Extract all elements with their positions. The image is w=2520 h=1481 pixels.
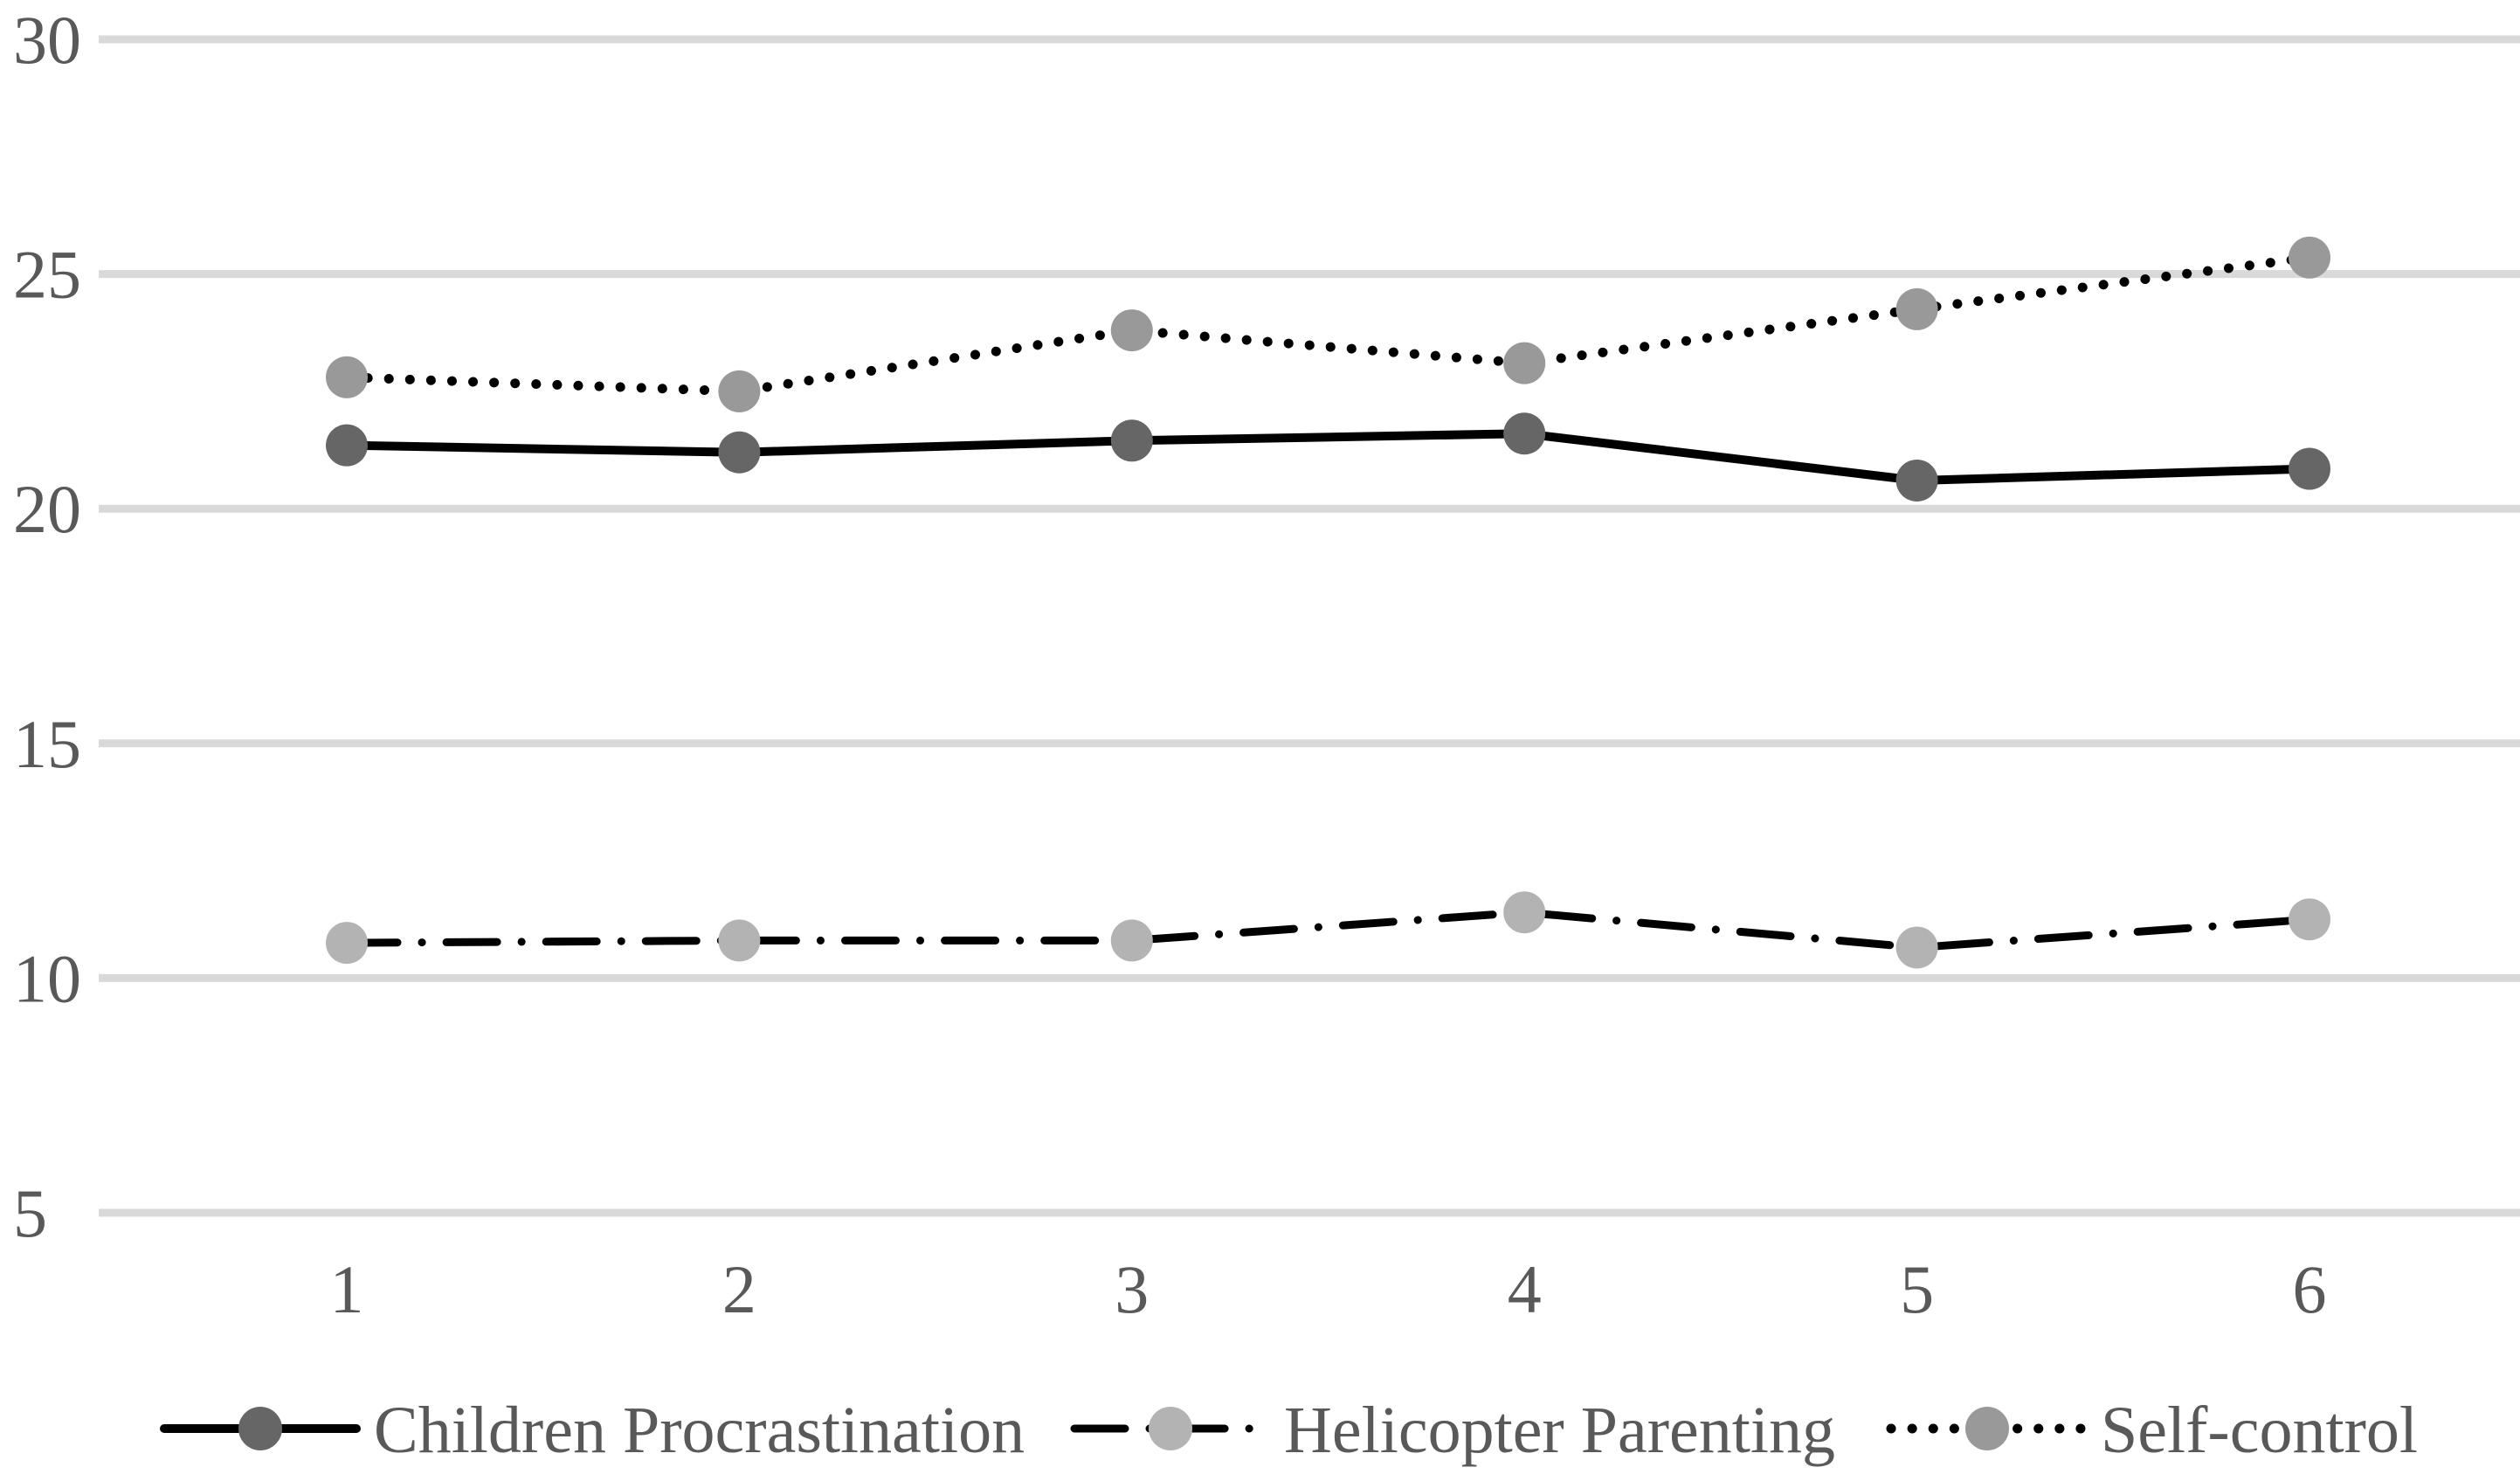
series-helicopter-parenting bbox=[326, 891, 2330, 969]
legend-item-self-control: Self-control bbox=[1886, 1394, 2418, 1467]
x-axis-tick-label: 3 bbox=[1115, 1251, 1149, 1327]
x-axis-tick-label: 2 bbox=[722, 1251, 756, 1327]
self-control-marker bbox=[718, 370, 761, 412]
legend-marker-children-procrastination bbox=[238, 1407, 282, 1450]
self-control-marker bbox=[326, 356, 368, 398]
children-procrastination-marker bbox=[718, 431, 761, 474]
self-control-marker bbox=[1503, 342, 1546, 384]
children-procrastination-marker bbox=[1110, 419, 1153, 462]
children-procrastination-line bbox=[342, 429, 2314, 485]
helicopter-parenting-marker bbox=[1110, 919, 1153, 962]
series-self-control bbox=[326, 236, 2330, 412]
children-procrastination-marker bbox=[2289, 447, 2330, 490]
y-axis-tick-label: 30 bbox=[13, 2, 81, 78]
helicopter-parenting-marker bbox=[2289, 898, 2330, 941]
helicopter-parenting-marker bbox=[718, 919, 761, 962]
gridlines bbox=[99, 35, 2520, 1217]
children-procrastination-marker bbox=[1895, 459, 1938, 502]
helicopter-parenting-marker bbox=[1503, 891, 1546, 934]
legend-label-self-control: Self-control bbox=[2101, 1394, 2418, 1467]
self-control-marker bbox=[1110, 309, 1153, 352]
self-control-marker bbox=[1895, 287, 1938, 330]
helicopter-parenting-line bbox=[342, 908, 2314, 952]
self-control-marker bbox=[2289, 236, 2330, 279]
series-children-procrastination bbox=[326, 412, 2330, 502]
x-axis-tick-label: 5 bbox=[1900, 1251, 1934, 1327]
y-axis-tick-labels: 30 25 20 15 10 5 bbox=[13, 2, 81, 1251]
x-axis-tick-label: 4 bbox=[1508, 1251, 1542, 1327]
y-axis-tick-label: 25 bbox=[13, 237, 81, 313]
y-axis-tick-label: 20 bbox=[13, 471, 81, 547]
legend-label-helicopter-parenting: Helicopter Parenting bbox=[1284, 1394, 1835, 1467]
children-procrastination-marker bbox=[1503, 412, 1546, 455]
y-axis-tick-label: 10 bbox=[13, 940, 81, 1016]
legend-item-helicopter-parenting: Helicopter Parenting bbox=[1070, 1394, 1835, 1467]
legend-marker-helicopter-parenting bbox=[1149, 1407, 1192, 1450]
self-control-line bbox=[342, 253, 2315, 397]
y-axis-tick-label: 15 bbox=[13, 706, 81, 782]
legend-item-children-procrastination: Children Procrastination bbox=[160, 1394, 1025, 1467]
legend: Children Procrastination Helicopter Paren… bbox=[160, 1394, 2418, 1467]
legend-marker-self-control bbox=[1965, 1407, 2009, 1450]
legend-label-children-procrastination: Children Procrastination bbox=[374, 1394, 1025, 1467]
x-axis-tick-label: 1 bbox=[330, 1251, 364, 1327]
helicopter-parenting-marker bbox=[1895, 926, 1938, 969]
x-axis-tick-labels: 1 2 3 4 5 6 bbox=[330, 1251, 2327, 1327]
y-axis-tick-label: 5 bbox=[13, 1175, 47, 1251]
children-procrastination-marker bbox=[326, 424, 368, 467]
helicopter-parenting-marker bbox=[326, 922, 368, 965]
x-axis-tick-label: 6 bbox=[2293, 1251, 2327, 1327]
